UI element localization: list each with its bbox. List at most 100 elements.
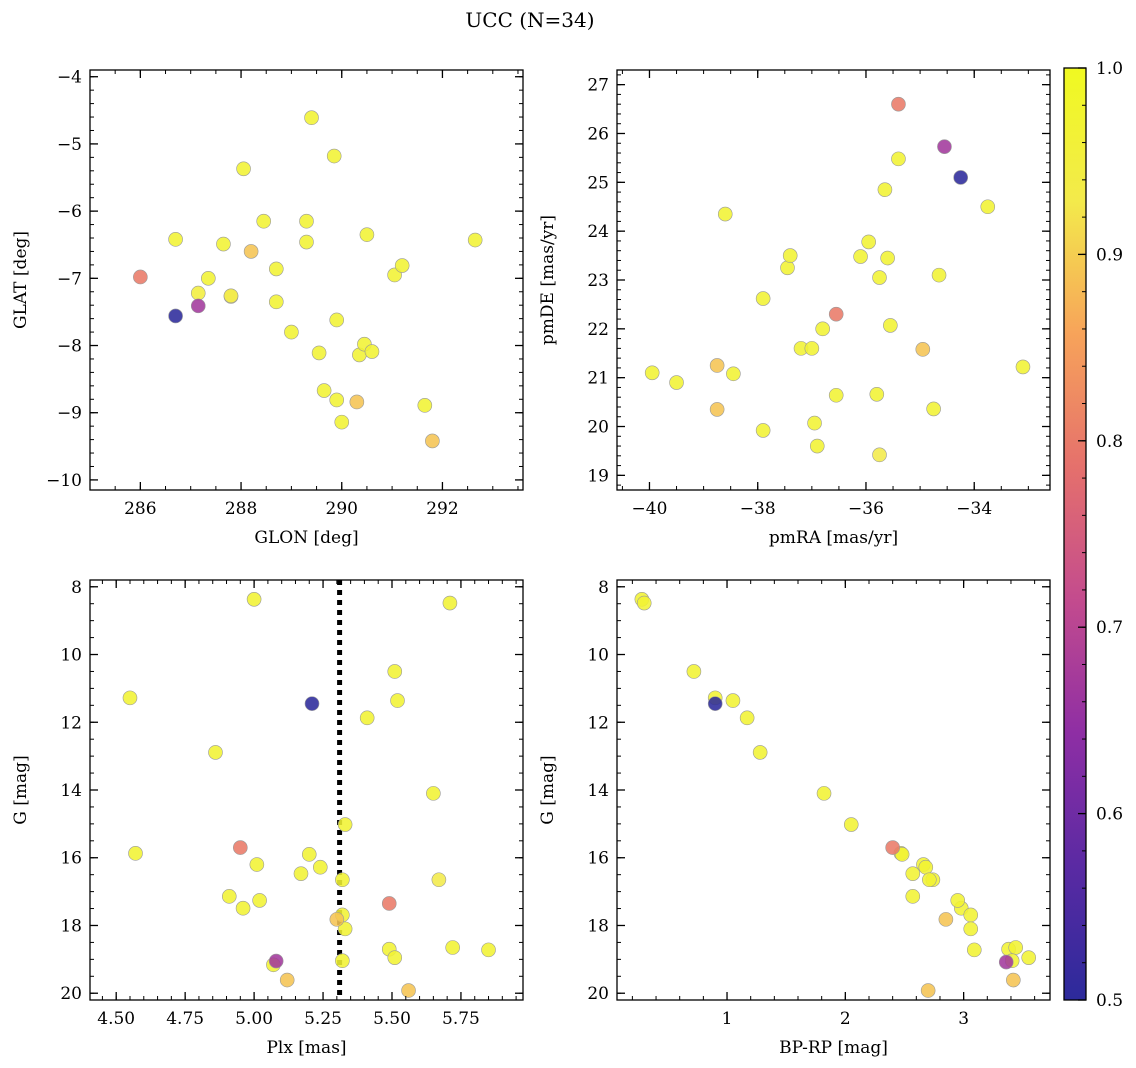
x-tick-label: 3 bbox=[958, 1009, 969, 1029]
data-point bbox=[223, 288, 239, 304]
y-tick-label: −10 bbox=[46, 471, 82, 491]
data-point bbox=[337, 817, 353, 832]
data-point bbox=[872, 447, 887, 463]
y-tick-label: 12 bbox=[60, 713, 82, 733]
data-point bbox=[312, 859, 328, 875]
scatter-points bbox=[644, 96, 1031, 463]
scatter-points bbox=[122, 592, 496, 998]
x-axis-label: BP-RP [mag] bbox=[779, 1038, 888, 1058]
data-point bbox=[877, 182, 893, 197]
data-point bbox=[243, 244, 259, 259]
panel-pmra-pmde: −40 −38 −36 −34 19 20 21 22 23 24 25 26 27 pmRA [mas/… bbox=[538, 69, 1051, 548]
y-tick-label: 23 bbox=[587, 271, 609, 291]
data-point bbox=[891, 151, 906, 167]
x-axis-label: pmRA [mas/yr] bbox=[769, 528, 898, 548]
data-point bbox=[980, 199, 996, 215]
x-axis-label: Plx [mas] bbox=[266, 1038, 346, 1058]
data-point bbox=[843, 817, 859, 832]
y-tick-label: 20 bbox=[587, 418, 609, 438]
x-tick-label: 5.00 bbox=[235, 1009, 273, 1029]
y-tick-label: 20 bbox=[587, 984, 609, 1004]
y-axis-label: G [mag] bbox=[538, 755, 558, 824]
data-point bbox=[815, 321, 830, 337]
y-tick-label: −7 bbox=[57, 269, 82, 289]
data-point bbox=[966, 942, 982, 958]
x-tick-label: 4.50 bbox=[97, 1009, 135, 1029]
x-tick-label: 5.75 bbox=[442, 1009, 480, 1029]
y-tick-label: 16 bbox=[587, 849, 609, 869]
x-tick-label: 5.50 bbox=[373, 1009, 411, 1029]
colorbar-tick-label: 0.7 bbox=[1096, 618, 1123, 638]
colorbar-tick-label: 0.5 bbox=[1096, 991, 1123, 1011]
data-point bbox=[885, 840, 900, 855]
data-point bbox=[905, 889, 921, 904]
y-tick-label: 10 bbox=[587, 646, 609, 666]
data-point bbox=[725, 693, 741, 708]
x-tick-label: 290 bbox=[326, 499, 358, 519]
data-point bbox=[442, 595, 458, 611]
data-point bbox=[922, 872, 937, 888]
data-point bbox=[905, 866, 921, 881]
data-point bbox=[293, 866, 309, 881]
data-point bbox=[311, 345, 327, 361]
x-tick-label: 1 bbox=[722, 1009, 733, 1029]
data-point bbox=[828, 306, 844, 322]
colorbar-gradient bbox=[1063, 67, 1087, 1001]
data-point bbox=[128, 846, 143, 861]
y-tick-label: 14 bbox=[60, 781, 82, 801]
data-point bbox=[221, 889, 237, 904]
data-point bbox=[233, 840, 248, 855]
y-tick-label: 24 bbox=[587, 222, 609, 242]
data-point bbox=[268, 953, 284, 969]
data-point bbox=[717, 206, 733, 222]
data-point bbox=[739, 710, 755, 726]
colorbar-tick-label: 0.6 bbox=[1096, 805, 1123, 825]
data-point bbox=[335, 953, 350, 969]
x-tick-label: 286 bbox=[124, 499, 156, 519]
y-tick-label: 19 bbox=[587, 466, 609, 486]
ticks bbox=[89, 70, 523, 490]
data-point bbox=[316, 383, 332, 398]
data-point bbox=[861, 234, 876, 250]
x-tick-label: 292 bbox=[426, 499, 458, 519]
data-point bbox=[883, 318, 898, 333]
colorbar-tick-label: 0.9 bbox=[1096, 245, 1123, 265]
data-point bbox=[190, 298, 206, 314]
y-axis-label: pmDE [mas/yr] bbox=[538, 215, 558, 345]
data-point bbox=[168, 232, 183, 247]
data-point bbox=[752, 745, 768, 760]
data-point bbox=[299, 234, 314, 250]
data-point bbox=[268, 261, 284, 277]
data-point bbox=[304, 696, 320, 711]
data-point bbox=[481, 942, 496, 958]
data-point bbox=[669, 375, 684, 390]
data-point bbox=[299, 213, 314, 229]
panel-plx-g: 4.50 4.75 5.00 5.25 5.50 5.75 8 10 12 14 16 18 20 Plx… bbox=[11, 578, 524, 1058]
data-point bbox=[304, 110, 319, 126]
data-point bbox=[236, 161, 251, 177]
data-point bbox=[636, 595, 652, 611]
data-point bbox=[133, 269, 148, 285]
data-point bbox=[780, 260, 795, 276]
y-axis-label: G [mag] bbox=[11, 755, 31, 824]
colorbar: 0.5 0.6 0.7 0.8 0.9 1.0 bbox=[1063, 59, 1123, 1011]
scatter-points bbox=[634, 592, 1037, 998]
colorbar-tick-label: 0.8 bbox=[1096, 432, 1123, 452]
data-point bbox=[201, 271, 216, 286]
x-axis-label: GLON [deg] bbox=[254, 528, 358, 548]
y-tick-label: 22 bbox=[587, 320, 609, 340]
data-point bbox=[709, 402, 725, 417]
data-point bbox=[329, 392, 345, 408]
data-point bbox=[918, 859, 934, 875]
data-point bbox=[246, 592, 262, 607]
data-point bbox=[390, 693, 405, 708]
data-point bbox=[335, 872, 350, 888]
data-point bbox=[337, 921, 353, 937]
data-point bbox=[950, 893, 966, 908]
data-point bbox=[208, 745, 223, 760]
data-point bbox=[1008, 940, 1023, 955]
y-tick-label: 25 bbox=[587, 173, 609, 193]
data-point bbox=[782, 248, 798, 263]
y-tick-label: 16 bbox=[60, 849, 82, 869]
